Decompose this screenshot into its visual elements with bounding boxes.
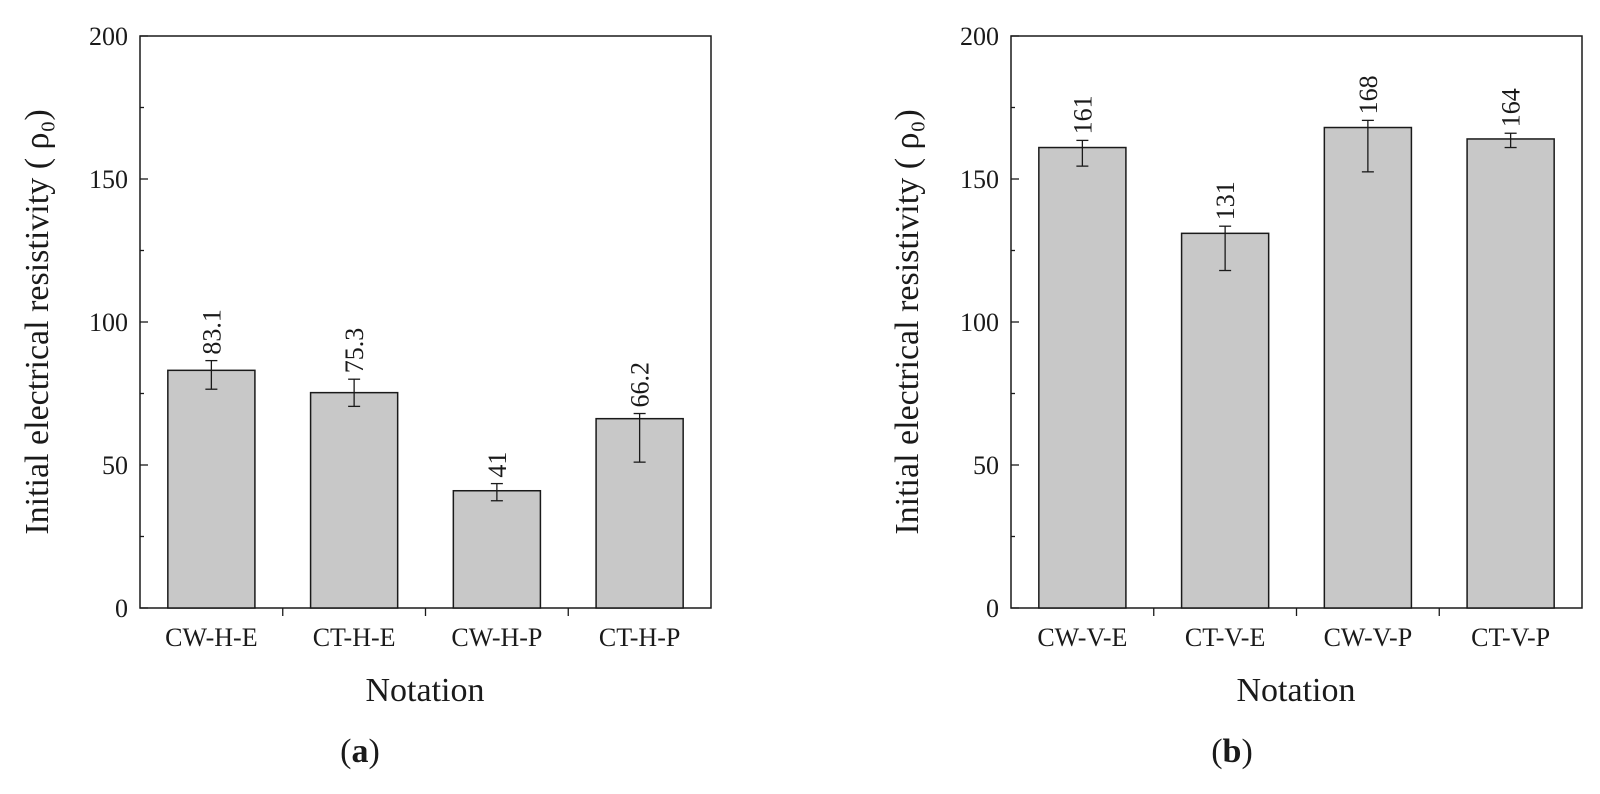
bar — [1038, 146, 1127, 609]
x-tick-label: CT-V-E — [1185, 623, 1265, 652]
x-tick-label: CT-V-P — [1471, 623, 1550, 652]
panel-label-close: ) — [1241, 733, 1252, 770]
y-tick-label: 0 — [115, 594, 128, 623]
panel-b: 0 50 100 150 200 161 CW-V-E 131 CT-V-E 168 CW-V-P 1… — [889, 22, 1583, 770]
y-tick-label: 0 — [986, 594, 999, 623]
y-tick-label: 200 — [960, 22, 999, 51]
data-label: 164 — [1497, 88, 1526, 127]
x-tick-label: CW-H-P — [451, 623, 542, 652]
y-tick-label: 50 — [102, 451, 128, 480]
panel-label-open: ( — [340, 733, 351, 770]
y-axis-title: Initial electrical resistivity ( ρ₀) — [19, 109, 56, 534]
y-tick-label: 200 — [89, 22, 128, 51]
y-tick-label: 100 — [960, 308, 999, 337]
bar — [452, 489, 542, 609]
data-label: 131 — [1211, 181, 1240, 220]
bar — [309, 391, 399, 609]
x-tick-label: CW-H-E — [165, 623, 257, 652]
panel-label-close: ) — [369, 733, 380, 770]
x-tick-label: CW-V-P — [1324, 623, 1413, 652]
data-label: 41 — [483, 452, 512, 478]
x-axis-title: Notation — [366, 672, 485, 709]
x-tick-label: CT-H-P — [599, 623, 680, 652]
y-axis-title: Initial electrical resistivity ( ρ₀) — [889, 109, 926, 534]
bar — [1323, 126, 1413, 609]
data-label: 75.3 — [340, 328, 369, 374]
bar — [167, 369, 256, 609]
bar — [1180, 232, 1270, 609]
panel-label: (b) — [1211, 733, 1253, 770]
panel-label-open: ( — [1211, 733, 1222, 770]
panel-label-letter: a — [352, 733, 369, 770]
y-tick-label: 50 — [973, 451, 999, 480]
data-label: 168 — [1354, 75, 1383, 114]
y-tick-label: 150 — [89, 165, 128, 194]
x-tick-label: CT-H-E — [313, 623, 396, 652]
data-label: 66.2 — [626, 362, 655, 408]
y-tick-label: 150 — [960, 165, 999, 194]
panel-label-letter: b — [1223, 733, 1242, 770]
x-tick-label: CW-V-E — [1037, 623, 1127, 652]
data-label: 161 — [1068, 95, 1097, 134]
data-label: 83.1 — [197, 309, 226, 355]
bar — [1466, 138, 1555, 609]
y-tick-label: 100 — [89, 308, 128, 337]
panel-label: (a) — [340, 733, 380, 770]
x-axis-title: Notation — [1237, 672, 1356, 709]
panel-a: 0 50 100 150 200 83.1 CW-H-E 75.3 CT-H-E 41 CW-H-P… — [19, 22, 712, 770]
